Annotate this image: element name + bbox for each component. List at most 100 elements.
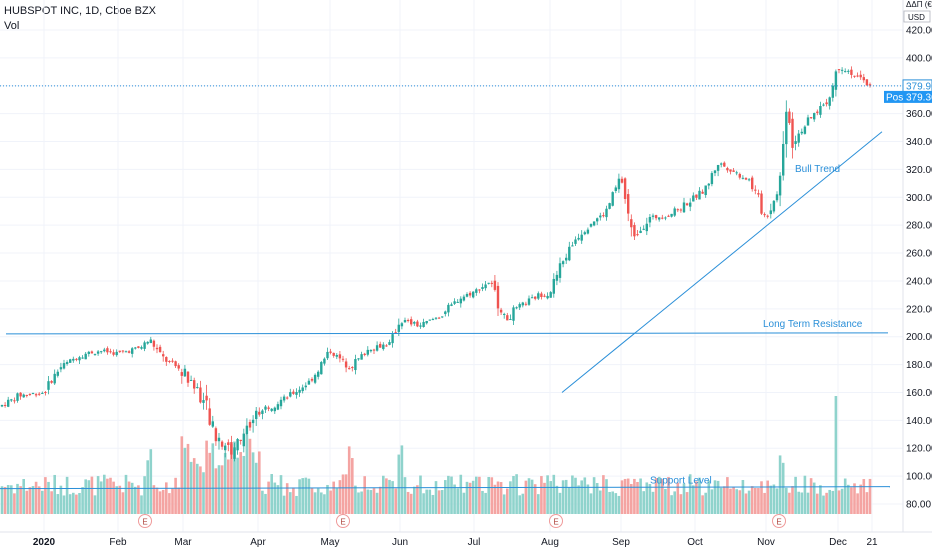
earnings-marker[interactable] [138,514,152,528]
candle-body [146,341,149,344]
candle-body [69,359,72,363]
volume-bar [859,484,862,514]
volume-bar [248,438,252,514]
volume-bar [6,485,10,514]
candle-body [298,389,301,393]
candle-body [90,351,94,354]
candle-body [233,447,236,459]
volume-bar [558,492,562,514]
candle-body [803,126,807,134]
candle-body [317,371,320,377]
earnings-marker[interactable] [336,514,350,528]
volume-bar [31,486,35,514]
candle-body [524,303,528,305]
volume-bar [788,492,791,514]
candle-body [323,358,326,364]
candle-body [41,392,44,394]
volume-bar [636,481,639,514]
volume-bar [512,476,515,514]
volume-bar [186,443,190,514]
volume-bar [313,492,317,514]
volume-bar [440,490,444,514]
candle-body [596,218,599,222]
currency-box[interactable] [903,10,931,23]
earnings-marker[interactable] [772,514,786,528]
candle-body [158,346,162,353]
candle-body [96,351,100,354]
volume-bar [180,436,184,514]
volume-bar [161,489,165,514]
candle-body [50,381,53,383]
candle-body [180,372,183,376]
candle-body [372,349,376,351]
candle-body [447,304,450,313]
candle-body [441,316,444,318]
candle-body [276,404,280,410]
time-label: Mar [174,537,192,548]
candle-body [351,367,354,369]
volume-bar [196,463,199,514]
price-tick-label: 320.00 [906,165,932,176]
volume-bar [230,444,233,514]
time-label: 21 [866,537,878,548]
price-tick-label: 240.00 [906,276,932,287]
volume-bar [840,488,844,514]
volume-bar [320,492,323,514]
earnings-marker[interactable] [549,514,563,528]
bull-trend-line[interactable] [561,131,883,393]
volume-bar [273,482,277,514]
volume-bar [661,479,664,514]
volume-bar [28,487,32,514]
volume-bar [611,491,614,514]
volume-bar [177,487,180,514]
resistance-line[interactable] [5,332,889,335]
candle-body [258,411,261,415]
volume-bar [214,468,218,514]
candle-body [465,294,469,297]
volume-bar [800,492,804,514]
candle-body [134,347,137,349]
volume-bar [695,481,698,514]
post-label: Post [886,92,906,103]
support-line[interactable] [0,486,891,490]
candle-body [744,178,748,180]
volume-bar [146,460,149,514]
volume-bar [152,485,156,514]
candle-body [645,223,648,232]
volume-bar [347,446,351,514]
price-tick-label: 340.00 [906,137,932,148]
volume-bar [602,475,605,514]
candle-body [72,358,75,361]
volume-bar [400,445,404,514]
candle-body [87,351,90,354]
volume-bar [127,481,131,514]
volume-bar [468,482,472,514]
price-tick-label: 400.00 [906,53,932,64]
volume-bar [378,486,382,514]
candle-body [152,340,156,347]
volume-bar [778,455,782,514]
time-label: Feb [109,537,127,548]
volume-bar [459,474,463,514]
volume-bar [701,495,704,514]
volume-bar [282,495,286,514]
candle-body [301,387,304,392]
volume-bar [422,493,425,514]
candle-body [701,191,704,194]
volume-bar [744,493,748,514]
volume-bar [456,488,459,514]
volume-bar [499,482,503,514]
volume-bar [592,477,596,514]
price-tick-label: 200.00 [906,332,932,343]
candle-body [109,351,112,353]
volume-bar [409,493,413,514]
volume-bar [453,484,456,514]
volume-bar [50,491,53,514]
candle-body [735,172,738,174]
volume-bar [289,492,292,514]
volume-bar [812,482,816,514]
volume-bar [270,474,273,514]
volume-bar [251,452,255,514]
candle-body [543,295,546,297]
